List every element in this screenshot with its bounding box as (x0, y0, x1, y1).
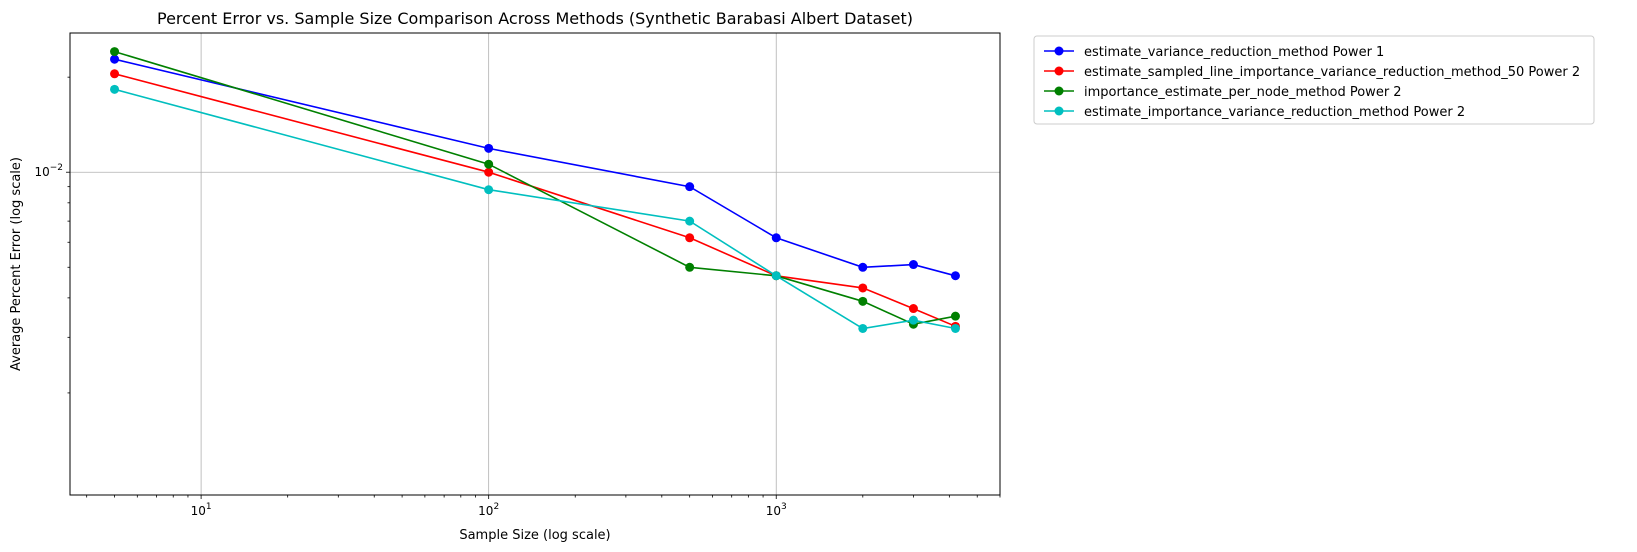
series-1 (110, 54, 960, 281)
data-point (685, 216, 695, 226)
data-point (908, 304, 918, 314)
data-point (484, 185, 494, 195)
legend-label: importance_estimate_per_node_method Powe… (1084, 85, 1402, 100)
data-point (950, 271, 960, 281)
series-line (114, 88, 956, 330)
data-point (484, 167, 494, 177)
data-point (771, 271, 781, 281)
series-line (114, 73, 956, 328)
series-layer (110, 47, 960, 333)
legend-marker (1054, 66, 1064, 76)
data-point (950, 311, 960, 321)
data-point (771, 233, 781, 243)
legend-marker (1054, 86, 1064, 96)
legend-label: estimate_sampled_line_importance_varianc… (1084, 65, 1580, 80)
chart-title: Percent Error vs. Sample Size Comparison… (157, 9, 913, 28)
data-point (908, 315, 918, 325)
data-point (858, 323, 868, 333)
data-point (950, 323, 960, 333)
legend-box (1033, 35, 1595, 125)
series-3 (110, 47, 960, 329)
legend-label: estimate_variance_reduction_method Power… (1084, 45, 1384, 60)
data-point (685, 262, 695, 272)
legend: estimate_variance_reduction_method Power… (1033, 35, 1595, 125)
plot-frame (69, 32, 1001, 496)
data-point (685, 182, 695, 192)
data-point (908, 260, 918, 270)
series-line (114, 58, 956, 277)
grid (70, 33, 1000, 495)
data-point (110, 84, 120, 94)
legend-item: importance_estimate_per_node_method Powe… (1044, 85, 1402, 100)
y-axis: 10−2 (34, 76, 70, 394)
data-point (110, 69, 120, 79)
x-tick-label: 101 (191, 502, 212, 518)
data-point (110, 47, 120, 57)
x-axis-label: Sample Size (log scale) (459, 528, 610, 543)
x-axis: 101 102 103 (86, 495, 1001, 518)
legend-label: estimate_importance_variance_reduction_m… (1084, 105, 1465, 120)
data-point (110, 54, 120, 64)
x-tick-label: 103 (766, 502, 787, 518)
data-point (858, 283, 868, 293)
data-point (685, 233, 695, 243)
data-point (484, 143, 494, 153)
legend-item: estimate_variance_reduction_method Power… (1044, 45, 1384, 60)
legend-item: estimate_sampled_line_importance_varianc… (1044, 65, 1580, 80)
x-tick-label: 102 (478, 502, 499, 518)
legend-marker (1054, 106, 1064, 116)
y-axis-label: Average Percent Error (log scale) (9, 157, 24, 371)
data-point (484, 159, 494, 169)
y-tick-label: 10−2 (34, 163, 63, 179)
legend-item: estimate_importance_variance_reduction_m… (1044, 105, 1465, 120)
data-point (858, 262, 868, 272)
series-4 (110, 84, 960, 333)
legend-marker (1054, 46, 1064, 56)
data-point (858, 296, 868, 306)
